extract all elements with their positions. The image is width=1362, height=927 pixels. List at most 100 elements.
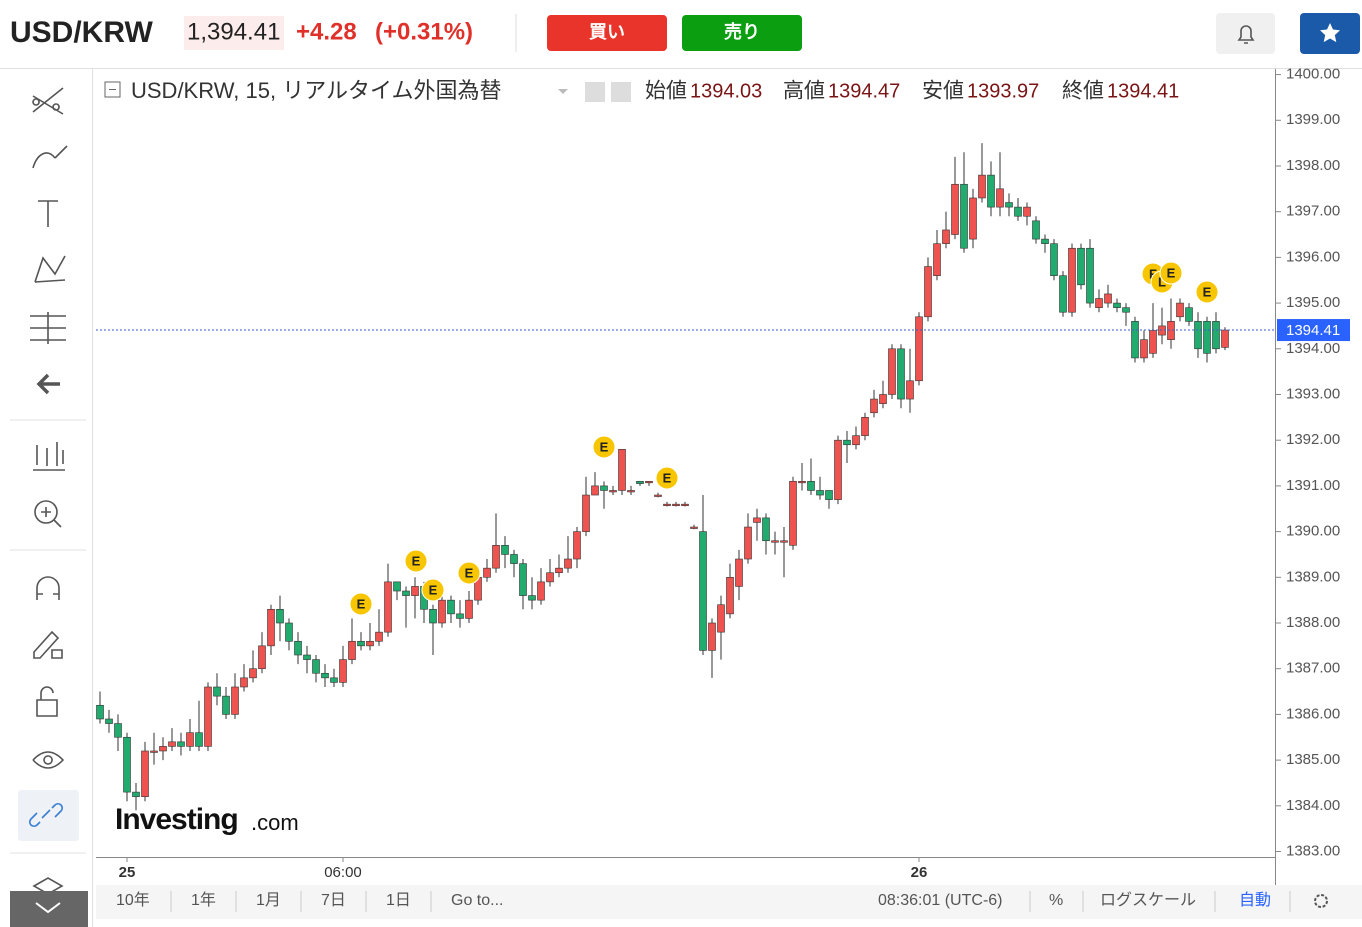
candle-body: [1104, 293, 1112, 304]
candle-body: [771, 540, 779, 543]
candle-body: [510, 554, 518, 564]
candle-body: [339, 659, 347, 683]
candle-body: [366, 640, 374, 647]
range-button[interactable]: 10年: [116, 891, 150, 909]
candle-body: [690, 526, 698, 529]
candle-body: [285, 622, 293, 642]
tool-back[interactable]: [36, 373, 60, 395]
candle-body: [654, 494, 662, 497]
candle-body: [519, 563, 527, 596]
candle-body: [447, 599, 455, 615]
tool-indicators[interactable]: [33, 442, 65, 471]
tool-magnet[interactable]: [36, 576, 60, 600]
candle-body: [1212, 321, 1220, 350]
candle-body: [1194, 321, 1202, 350]
candle-body: [105, 718, 113, 724]
event-marker[interactable]: [349, 592, 373, 616]
candle-body: [807, 481, 815, 491]
candle-body: [537, 581, 545, 601]
sell-label[interactable]: 売り: [724, 21, 760, 42]
log-toggle[interactable]: ログスケール: [1100, 891, 1196, 909]
event-marker[interactable]: [1159, 261, 1183, 285]
auto-toggle[interactable]: 自動: [1239, 891, 1271, 909]
candle-body: [276, 608, 284, 624]
candle-body: [1050, 243, 1058, 276]
title-dropdown[interactable]: [558, 89, 568, 94]
candle-body: [834, 439, 842, 500]
buy-label[interactable]: 買い: [589, 22, 625, 42]
candle-body: [1086, 247, 1094, 304]
buy-button[interactable]: [547, 15, 667, 51]
tool-brush[interactable]: [32, 145, 68, 169]
collapse-legend[interactable]: [104, 81, 121, 98]
event-marker[interactable]: [421, 578, 445, 602]
candle-body: [906, 380, 914, 400]
bell-icon: [1237, 25, 1255, 44]
candle-body: [240, 677, 248, 688]
y-tick-label: 1388.00: [1286, 614, 1340, 631]
candle-body: [978, 174, 986, 199]
tool-lines[interactable]: [32, 87, 64, 115]
tool-measure[interactable]: [30, 312, 66, 344]
tool-zoom[interactable]: [34, 500, 58, 524]
tool-zoom-detail: [41, 507, 62, 528]
candle-body: [231, 686, 239, 715]
candle-body: [1005, 202, 1013, 208]
candle-body: [1221, 329, 1229, 348]
event-marker[interactable]: [457, 561, 481, 585]
candle-body: [879, 394, 887, 404]
ohlc-value: 1394.03: [690, 80, 762, 102]
event-marker[interactable]: [592, 435, 616, 459]
event-marker[interactable]: [1195, 280, 1219, 304]
ohlc-label: 高値: [783, 80, 825, 103]
tool-text[interactable]: [38, 200, 58, 227]
candle-body: [681, 503, 689, 506]
tool-pattern[interactable]: [34, 255, 66, 283]
collapse-button[interactable]: [10, 891, 88, 927]
percent-toggle[interactable]: %: [1049, 892, 1063, 909]
candle-body: [699, 531, 707, 651]
candle-body: [933, 243, 941, 276]
last-price-box: [1277, 319, 1350, 342]
y-tick-label: 1399.00: [1286, 111, 1340, 128]
candle-body: [555, 567, 563, 574]
event-marker[interactable]: [655, 466, 679, 490]
candle-body: [627, 490, 635, 493]
candle-body: [825, 490, 833, 500]
candle-body: [195, 732, 203, 747]
tool-unlock[interactable]: [36, 686, 58, 717]
candle-body: [960, 183, 968, 249]
candle-body: [186, 732, 194, 747]
candle-body: [645, 481, 653, 484]
star-icon: [1320, 23, 1340, 43]
eye-toggle[interactable]: [585, 82, 605, 102]
alert-button[interactable]: [1216, 13, 1275, 54]
event-marker[interactable]: [404, 549, 428, 573]
range-button[interactable]: 1月: [256, 892, 281, 909]
tool-eye[interactable]: [32, 751, 65, 769]
settings-toggle[interactable]: [611, 82, 631, 102]
candle-body: [402, 590, 410, 596]
candle-body: [312, 659, 320, 674]
candle-body: [393, 581, 401, 592]
candle-body: [1032, 220, 1040, 240]
tool-link-bg[interactable]: [18, 790, 79, 841]
ohlc-label: 終値: [1062, 80, 1104, 103]
sell-button[interactable]: [682, 15, 802, 51]
candle-body: [384, 581, 392, 633]
range-button[interactable]: Go to...: [451, 892, 503, 909]
tool-icons: [10, 87, 88, 927]
candle-body: [564, 558, 572, 569]
candle-body: [762, 517, 770, 542]
tool-lock-draw[interactable]: [33, 630, 63, 659]
last-price-label: 1394.41: [1286, 322, 1340, 339]
range-button[interactable]: 1日: [386, 892, 411, 909]
ohlc-value: 1394.47: [828, 80, 900, 102]
candle-body: [492, 545, 500, 569]
candle-body: [1167, 321, 1175, 340]
candle-body: [132, 791, 140, 797]
range-button[interactable]: 1年: [191, 891, 216, 909]
range-button[interactable]: 7日: [321, 892, 346, 909]
candle-body: [213, 686, 221, 697]
settings-gear[interactable]: [1314, 894, 1328, 908]
